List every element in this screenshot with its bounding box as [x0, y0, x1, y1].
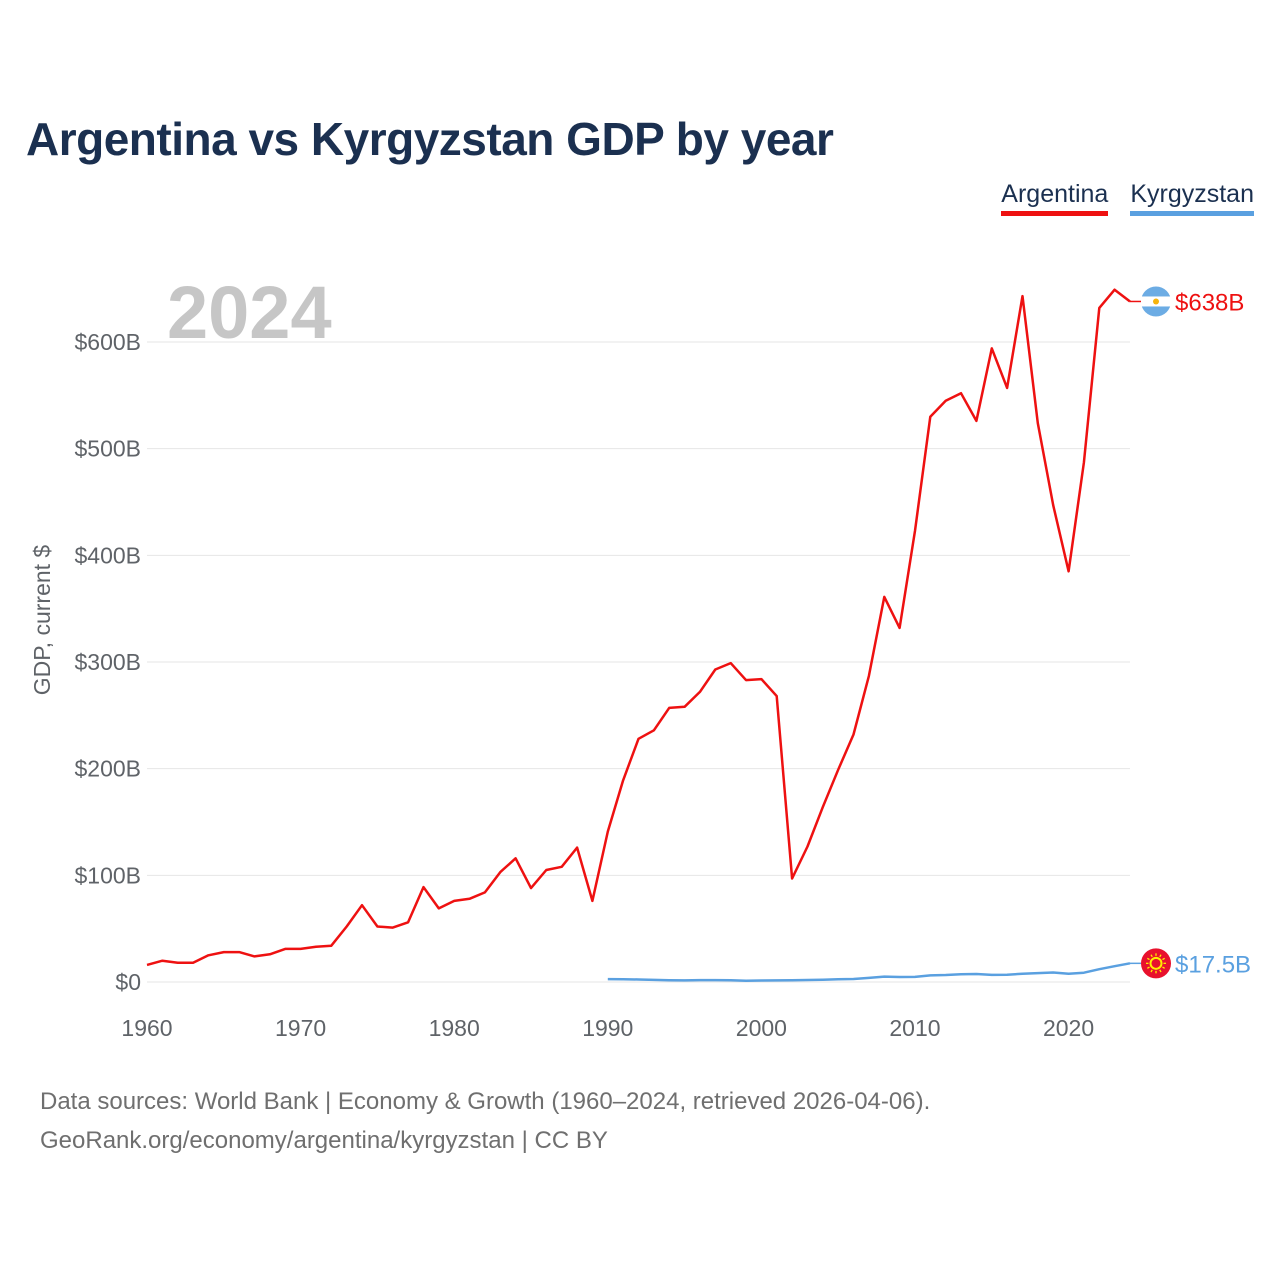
chart-title: Argentina vs Kyrgyzstan GDP by year: [26, 113, 834, 165]
y-axis-label: GDP, current $: [29, 545, 55, 696]
line-chart: $0 $100B $200B $300B $400B $500B $600B 1960 197…: [29, 271, 1251, 1041]
x-tick-label: 1970: [275, 1015, 326, 1041]
end-markers: $638B $17.5B: [1130, 286, 1251, 979]
y-tick-label: $500B: [74, 436, 141, 462]
kyrgyzstan-flag-icon: [1141, 948, 1171, 979]
x-tick-label: 2020: [1043, 1015, 1094, 1041]
argentina-flag-icon: [1141, 286, 1171, 317]
series-line-kyrgyzstan[interactable]: [607, 962, 1131, 982]
y-tick-label: $400B: [74, 542, 141, 568]
y-tick-label: $100B: [74, 862, 141, 888]
source-link[interactable]: GeoRank.org/economy/argentina/kyrgyzstan…: [40, 1127, 608, 1154]
x-tick-label: 1980: [429, 1015, 480, 1041]
series-layer: [146, 288, 1131, 982]
footer: Data sources: World Bank | Economy & Gro…: [40, 1082, 930, 1160]
legend: Argentina Kyrgyzstan: [1001, 180, 1254, 216]
y-axis-ticks: $0 $100B $200B $300B $400B $500B $600B: [74, 329, 141, 995]
end-value-label-kyrgyzstan: $17.5B: [1175, 951, 1251, 978]
end-value-label-argentina: $638B: [1175, 289, 1244, 316]
y-tick-label: $300B: [74, 649, 141, 675]
x-tick-label: 2000: [736, 1015, 787, 1041]
grid-lines: [147, 341, 1130, 983]
data-source-note: Data sources: World Bank | Economy & Gro…: [40, 1088, 931, 1115]
y-tick-label: $600B: [74, 329, 141, 355]
x-tick-label: 2010: [889, 1015, 940, 1041]
y-tick-label: $0: [115, 969, 141, 995]
x-tick-label: 1960: [121, 1015, 172, 1041]
x-axis-ticks: 1960 1970 1980 1990 2000 2010 2020: [121, 1015, 1094, 1041]
legend-item-argentina[interactable]: Argentina: [1001, 180, 1109, 216]
legend-item-kyrgyzstan[interactable]: Kyrgyzstan: [1130, 180, 1254, 216]
series-line-argentina[interactable]: [146, 288, 1131, 967]
x-tick-label: 1990: [582, 1015, 633, 1041]
y-tick-label: $200B: [74, 756, 141, 782]
current-year-watermark: 2024: [167, 271, 332, 354]
